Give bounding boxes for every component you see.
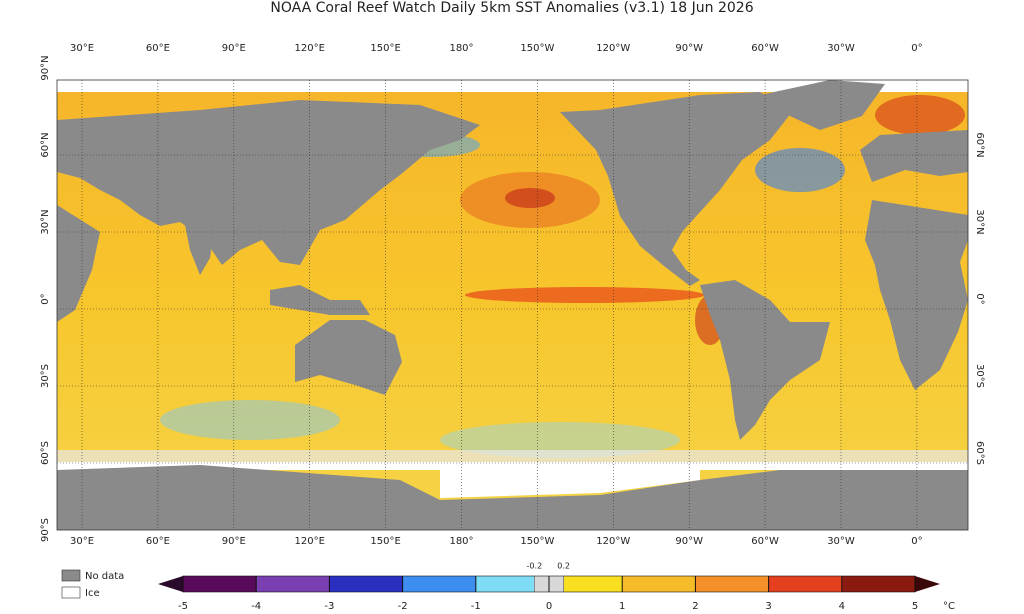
legend-label: Ice (85, 588, 100, 599)
colorbar-minor-label: -0.2 (527, 562, 543, 571)
lon-label: 120°E (294, 43, 324, 54)
warm-anomaly (465, 287, 705, 303)
lon-label: 0° (911, 536, 922, 547)
africa-east (57, 205, 100, 322)
eurasia (57, 100, 480, 265)
lon-label: 90°W (675, 43, 703, 54)
lon-label: 120°E (294, 536, 324, 547)
colorbar-segment (256, 576, 330, 592)
colorbar-tick-label: 1 (619, 601, 625, 612)
colorbar-segment (475, 576, 549, 592)
colorbar-segment (183, 576, 257, 592)
colorbar-tick-label: -5 (178, 601, 188, 612)
indonesia (270, 285, 370, 315)
colorbar-segment (622, 576, 696, 592)
lon-label: 150°W (520, 43, 554, 54)
lat-label: 30°S (40, 364, 51, 388)
legend: No data Ice (61, 569, 124, 599)
lon-label: 30°E (70, 536, 94, 547)
antarctica (57, 465, 968, 530)
colorbar-end (158, 576, 183, 592)
lat-label: 60°N (40, 132, 51, 157)
lon-label: 60°E (146, 536, 170, 547)
cool-anomaly (160, 400, 340, 440)
map-frame (56, 79, 969, 531)
lon-label: 150°E (370, 43, 400, 54)
arctic-ice (57, 80, 968, 92)
india (185, 225, 215, 275)
colorbar-segment (695, 576, 769, 592)
lon-label: 90°E (222, 43, 246, 54)
colorbar-tick-label: -3 (324, 601, 334, 612)
legend-swatch (61, 569, 81, 582)
legend-swatch (61, 586, 81, 599)
lon-label: 60°W (751, 536, 779, 547)
lon-label: 0° (911, 43, 922, 54)
colorbar-frame (182, 575, 916, 593)
lat-label: 30°N (974, 209, 985, 234)
lat-label: 30°N (40, 209, 51, 234)
colorbar-minor-label: 0.2 (557, 562, 570, 571)
lat-label: 60°N (974, 132, 985, 157)
lon-label: 150°E (370, 536, 400, 547)
greenland (760, 80, 885, 130)
africa (865, 200, 968, 390)
lon-label: 90°E (222, 536, 246, 547)
lat-label: 30°S (974, 364, 985, 388)
colorbar-segment (329, 576, 403, 592)
colorbar-unit: °C (943, 601, 955, 612)
lon-label: 60°W (751, 43, 779, 54)
colorbar-segment (549, 576, 623, 592)
lat-label: 0° (40, 293, 51, 304)
colorbar-segment (402, 576, 476, 592)
colorbar-tick-label: 3 (765, 601, 771, 612)
lon-label: 180° (449, 43, 473, 54)
colorbar-tick-label: 0 (546, 601, 552, 612)
antarctic-ice (57, 462, 968, 470)
europe (860, 130, 968, 182)
cool-anomaly (440, 422, 680, 458)
antarctic-ice (440, 470, 700, 498)
colorbar-tick-label: -1 (471, 601, 481, 612)
ice-edge (57, 450, 968, 462)
colorbar-tick-label: -4 (251, 601, 261, 612)
lat-label: 90°N (40, 55, 51, 80)
lat-label: 0° (974, 293, 985, 304)
warm-anomaly (505, 188, 555, 208)
title: NOAA Coral Reef Watch Daily 5km SST Anom… (270, 0, 753, 16)
colorbar-end (915, 576, 940, 592)
colorbar-tick-label: 5 (912, 601, 918, 612)
warm-anomaly (875, 95, 965, 135)
lon-label: 120°W (596, 536, 630, 547)
lon-label: 150°W (520, 536, 554, 547)
colorbar-segment (841, 576, 915, 592)
lat-label: 90°S (40, 518, 51, 542)
australia (295, 320, 402, 395)
colorbar-tick-label: 4 (839, 601, 845, 612)
colorbar-tick-label: 2 (692, 601, 698, 612)
lon-label: 180° (449, 536, 473, 547)
colorbar-tick-label: -2 (398, 601, 408, 612)
legend-label: No data (85, 571, 124, 582)
lon-label: 120°W (596, 43, 630, 54)
map (56, 79, 969, 531)
lat-label: 60°S (40, 441, 51, 465)
lon-label: 30°W (827, 43, 855, 54)
lon-label: 30°W (827, 536, 855, 547)
north-america (560, 92, 792, 286)
cool-anomaly (755, 148, 845, 192)
lon-label: 60°E (146, 43, 170, 54)
colorbar-segment (768, 576, 842, 592)
lon-label: 90°W (675, 536, 703, 547)
colorbar: -5 -4 -3 -2 -1 0 1 2 3 4 5 -0.2 0.2 °C (158, 562, 955, 612)
lon-label: 30°E (70, 43, 94, 54)
lat-label: 60°S (974, 441, 985, 465)
